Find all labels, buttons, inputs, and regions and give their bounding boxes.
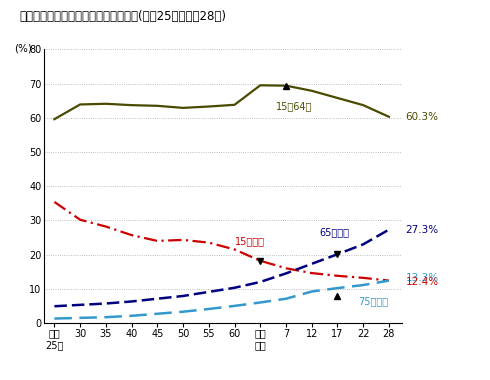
Y-axis label: (%): (%) bbox=[14, 44, 31, 54]
Text: 60.3%: 60.3% bbox=[406, 112, 439, 122]
Text: 15～64歳: 15～64歳 bbox=[276, 101, 312, 111]
Text: 15歳未満: 15歳未満 bbox=[235, 236, 265, 246]
Text: 図３　年齢３区分別人口の割合の推移(昭和25年～平成28年): 図３ 年齢３区分別人口の割合の推移(昭和25年～平成28年) bbox=[20, 10, 226, 22]
Text: 13.3%: 13.3% bbox=[406, 272, 439, 282]
Text: 75歳以上: 75歳以上 bbox=[358, 296, 388, 306]
Text: 27.3%: 27.3% bbox=[406, 225, 439, 234]
Text: 65歳以上: 65歳以上 bbox=[319, 227, 349, 238]
Text: 12.4%: 12.4% bbox=[406, 277, 439, 287]
